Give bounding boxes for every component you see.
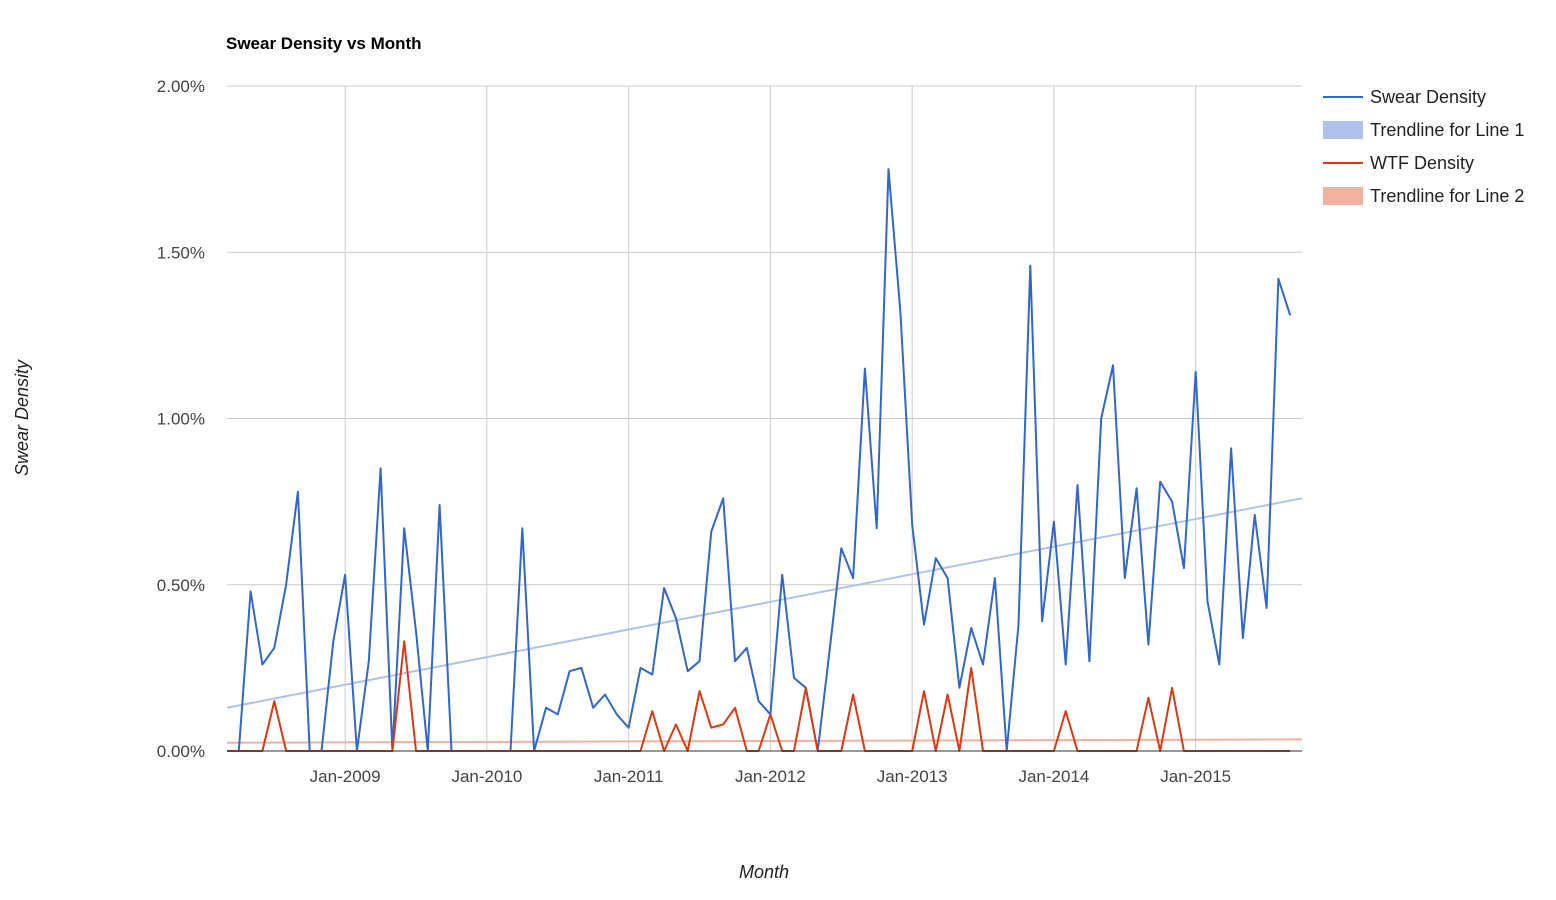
legend-label-wtf-density: WTF Density [1370,153,1474,173]
y-tick-label: 1.00% [157,410,205,429]
grid [227,85,1302,751]
trendline-trendline-for-line-2 [226,738,1303,744]
x-tick-label: Jan-2012 [735,767,806,786]
y-tick-label: 2.00% [157,77,205,96]
x-tick-label: Jan-2015 [1160,767,1231,786]
x-axis-ticks: Jan-2009 Jan-2010 Jan-2011 Jan-2012 Jan-2013… [310,767,1231,786]
y-axis-ticks: 0.00% 0.50% 1.00% 1.50% 2.00% [157,77,205,761]
legend-label-trendline-for-line-1: Trendline for Line 1 [1370,120,1524,140]
x-tick-label: Jan-2009 [310,767,381,786]
legend-swatch-trendline-for-line-1 [1323,121,1363,139]
legend-swatch-trendline-for-line-2 [1323,187,1363,205]
x-axis-title: Month [739,862,789,882]
legend-label-trendline-for-line-2: Trendline for Line 2 [1370,186,1524,206]
y-axis-title: Swear Density [12,359,32,476]
trendline-trendline-for-line-1 [226,497,1303,709]
x-tick-label: Jan-2010 [451,767,522,786]
y-tick-label: 0.50% [157,576,205,595]
legend-label-swear-density: Swear Density [1370,87,1486,107]
y-tick-label: 1.50% [157,243,205,262]
x-tick-label: Jan-2014 [1018,767,1089,786]
series-line-wtf-density [227,640,1291,752]
plot-area [226,168,1303,752]
legend[interactable]: Swear Density Trendline for Line 1 WTF Den… [1323,87,1524,206]
x-tick-label: Jan-2013 [877,767,948,786]
chart-title: Swear Density vs Month [226,34,422,53]
series-line-swear-density [227,168,1292,752]
x-tick-label: Jan-2011 [594,767,664,786]
y-tick-label: 0.00% [157,742,205,761]
